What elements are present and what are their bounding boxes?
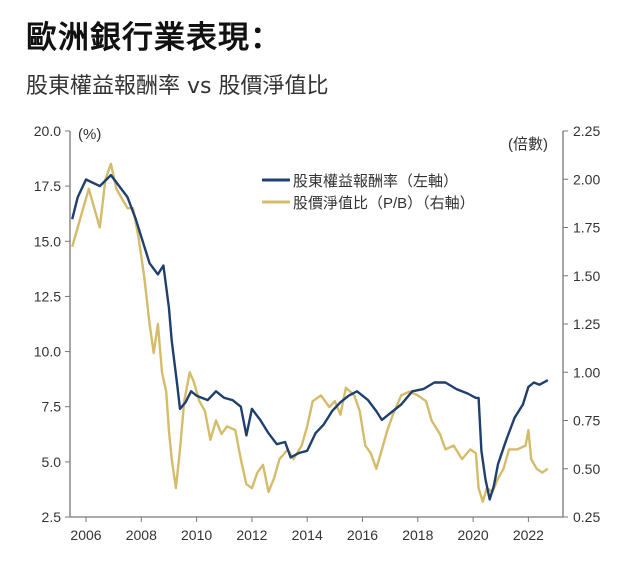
left-tick-label: 2.5 [42, 509, 62, 525]
right-tick-label: 0.25 [573, 509, 600, 525]
roe-series-line [71, 173, 549, 501]
x-tick-label: 2010 [181, 527, 212, 543]
right-tick-label: 1.00 [573, 364, 600, 380]
left-axis-unit: (%) [78, 126, 101, 143]
left-tick-label: 20.0 [34, 123, 61, 139]
x-tick-label: 2008 [126, 527, 157, 543]
x-tick-label: 2020 [458, 527, 489, 543]
legend-label: 股東權益報酬率（左軸） [293, 173, 458, 190]
right-tick-label: 1.75 [573, 220, 600, 236]
left-tick-label: 5.0 [42, 454, 62, 470]
right-tick-label: 1.50 [573, 268, 600, 284]
left-tick-label: 17.5 [34, 178, 61, 194]
x-tick-label: 2006 [70, 527, 101, 543]
right-axis-unit: (倍數) [508, 136, 548, 153]
x-tick-label: 2022 [513, 527, 544, 543]
x-tick-label: 2018 [402, 527, 433, 543]
chart-subtitle: 股東權益報酬率 vs 股價淨值比 [26, 74, 329, 99]
left-tick-label: 10.0 [34, 344, 61, 360]
legend-label: 股價淨值比（P/B）（右軸） [293, 195, 475, 212]
left-tick-label: 15.0 [34, 233, 61, 249]
x-tick-label: 2014 [292, 527, 323, 543]
right-tick-label: 2.25 [573, 123, 600, 139]
left-tick-label: 12.5 [34, 288, 61, 304]
left-tick-label: 7.5 [42, 399, 62, 415]
right-tick-label: 1.25 [573, 316, 600, 332]
right-tick-label: 2.00 [573, 171, 600, 187]
right-tick-label: 0.75 [573, 413, 600, 429]
x-tick-label: 2012 [236, 527, 267, 543]
pb-series-line [71, 162, 549, 503]
chart-title: 歐洲銀行業表現： [26, 20, 282, 56]
x-tick-label: 2016 [347, 527, 378, 543]
right-tick-label: 0.50 [573, 461, 600, 477]
